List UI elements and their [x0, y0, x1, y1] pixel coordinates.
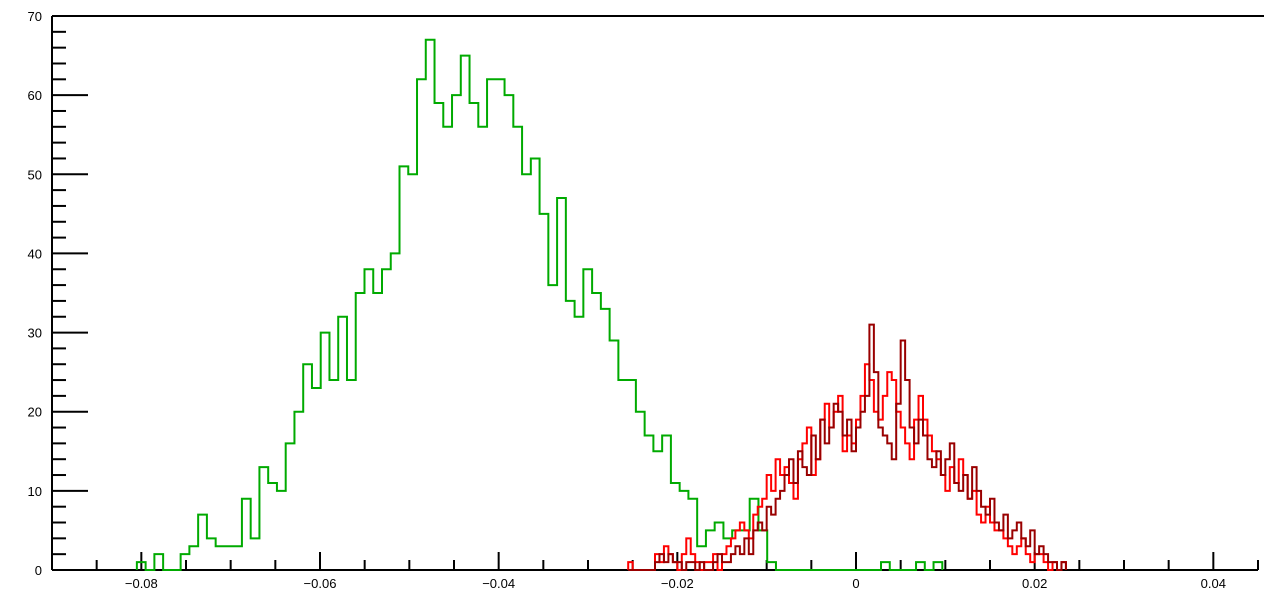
histogram-series-2 — [627, 363, 1067, 571]
y-tick-label: 70 — [28, 9, 42, 24]
x-tick-label: 0.02 — [1022, 576, 1047, 591]
x-tick-label: −0.08 — [125, 576, 158, 591]
y-tick-label: 60 — [28, 88, 42, 103]
x-tick-label: 0.04 — [1201, 576, 1226, 591]
y-axis: 0 10 20 30 40 50 60 70 — [28, 9, 88, 578]
histogram-series-1 — [135, 38, 944, 571]
x-tick-label: 0 — [852, 576, 859, 591]
x-tick-label: −0.04 — [482, 576, 515, 591]
series-layer — [135, 38, 1067, 571]
y-tick-label: 10 — [28, 484, 42, 499]
y-tick-label: 40 — [28, 246, 42, 261]
histogram-series-3 — [628, 323, 1067, 571]
y-tick-label: 20 — [28, 405, 42, 420]
y-tick-label: 0 — [35, 563, 42, 578]
x-tick-label: −0.06 — [304, 576, 337, 591]
y-tick-label: 50 — [28, 167, 42, 182]
x-tick-label: −0.02 — [661, 576, 694, 591]
y-tick-label: 30 — [28, 326, 42, 341]
